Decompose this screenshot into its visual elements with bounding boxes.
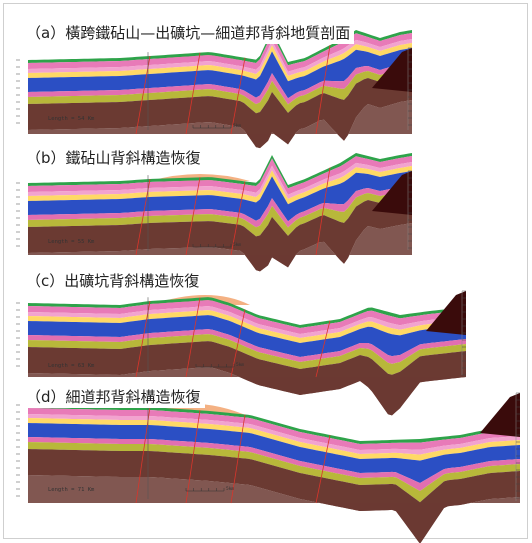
fault-line [185, 177, 201, 256]
fault-line [135, 55, 151, 135]
strata-layer [28, 43, 412, 82]
depth-ruler-left [16, 302, 20, 367]
basement-block [480, 393, 520, 437]
strata-layer [28, 306, 466, 338]
strata-layer [28, 297, 466, 328]
strata-layer [28, 30, 412, 66]
fault-line [230, 181, 246, 256]
fault-line [230, 414, 246, 504]
lower-strata [28, 367, 466, 416]
scale-bar: 5km [195, 362, 244, 368]
fault-line [315, 167, 331, 256]
panel-a-title: （a）橫跨鐵砧山—出礦坑—細道邦背斜地質剖面 [26, 22, 355, 44]
strata-layer [28, 449, 520, 543]
fault-line [135, 406, 151, 504]
fault-line [315, 320, 331, 378]
depth-ruler-right [407, 47, 412, 130]
depth-ruler-left [16, 59, 20, 124]
depth-ruler-left [16, 182, 20, 247]
length-label: Length = 63 Km [48, 363, 95, 369]
lower-strata [28, 100, 412, 149]
strata-layer [28, 62, 412, 105]
fault-line [185, 410, 201, 504]
depth-ruler-left [16, 404, 20, 497]
scale-bar: 5km [192, 123, 241, 129]
strata-layer [28, 171, 412, 222]
strata-layer [28, 197, 412, 272]
panel-b-title: （b）鐵砧山背斜構造恢復 [26, 147, 205, 169]
strata-layer [28, 334, 466, 375]
strata-layer [28, 153, 412, 189]
strata-layer [28, 190, 412, 237]
strata-layer [28, 74, 412, 149]
strata-layer [28, 156, 412, 195]
fault-line [185, 297, 201, 378]
svg-text:5km: 5km [236, 362, 244, 368]
fault-line [135, 178, 151, 256]
cross-section-c: Length = 63 Km 5km [16, 290, 466, 416]
svg-text:5km: 5km [233, 123, 241, 129]
strata-layer [28, 315, 466, 357]
strata-layer [28, 185, 412, 228]
strata-layer [28, 405, 520, 444]
basement-block [426, 291, 466, 335]
scale-bar: 5km [192, 242, 241, 248]
strata-layer [28, 310, 466, 343]
depth-ruler-right [407, 170, 412, 250]
fault-line [230, 57, 246, 135]
strata-layer [28, 67, 412, 114]
scale-bar: 5km [185, 486, 234, 492]
strata-layer [28, 166, 412, 205]
strata-layer [28, 33, 412, 72]
panel-d-title: （d）細道邦背斜構造恢復 [26, 386, 205, 408]
fault-line [230, 309, 246, 378]
strata-layer [28, 423, 520, 483]
basement-block [372, 171, 412, 215]
length-label: Length = 54 Km [48, 116, 95, 122]
svg-text:5km: 5km [233, 242, 241, 248]
cross-section-b: Length = 55 Km 5km [16, 153, 412, 272]
strata-layer [28, 408, 520, 450]
depth-ruler-right [515, 392, 520, 501]
svg-text:5km: 5km [226, 486, 234, 492]
strata-layer [28, 329, 466, 364]
figure-frame [3, 3, 528, 539]
fault-line [185, 52, 201, 135]
panel-c-title: （c）出礦坑背斜構造恢復 [26, 270, 204, 292]
basement-block [372, 48, 412, 92]
length-label: Length = 71 Km [48, 487, 95, 493]
fault-line [315, 434, 331, 504]
strata-layer [28, 48, 412, 99]
strata-layer [28, 437, 520, 491]
length-label: Length = 55 Km [48, 239, 95, 245]
strata-layer [28, 414, 520, 455]
strata-layer [28, 442, 520, 503]
depth-ruler-right [461, 290, 466, 376]
strata-layer [28, 418, 520, 461]
lower-strata [28, 223, 412, 272]
lower-strata [28, 475, 520, 543]
cross-section-d: Length = 71 Km 5km [16, 392, 520, 543]
fault-line [315, 45, 331, 135]
cross-section-a: Length = 54 Km 5km [16, 30, 412, 149]
fault-line [135, 300, 151, 378]
strata-layer [28, 300, 466, 334]
